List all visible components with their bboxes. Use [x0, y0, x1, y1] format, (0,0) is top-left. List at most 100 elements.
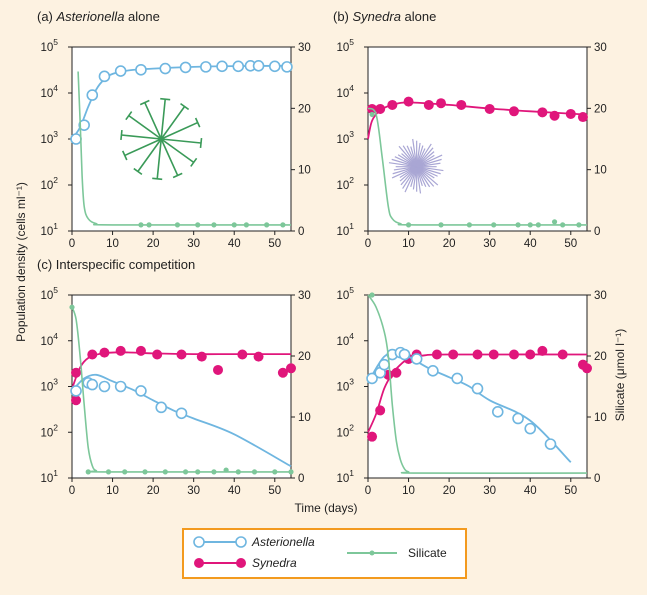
silicate-point — [231, 222, 237, 228]
synedra-point — [403, 96, 414, 107]
synedra-cell — [402, 166, 418, 189]
synedra-point — [375, 405, 386, 416]
synedra-point — [99, 347, 110, 358]
y-right-tick-label-c: 10 — [298, 412, 311, 424]
asterionella-point — [524, 422, 537, 435]
asterionella-point — [427, 365, 439, 377]
y-right-tick-label-c: 20 — [298, 351, 311, 363]
asterionella-point — [410, 353, 423, 365]
panel-title-suffix: Interspecific competition — [56, 257, 195, 272]
synedra-point — [375, 103, 386, 114]
synedra-point — [509, 106, 519, 117]
asterionella-point — [232, 60, 245, 73]
synedra-cell — [416, 166, 444, 172]
asterionella-point — [114, 380, 127, 393]
y-left-tick-label-c: 102 — [40, 422, 58, 439]
asterionella-cell — [161, 138, 202, 144]
x-tick-label-b: 50 — [564, 238, 577, 250]
synedra-point — [423, 99, 434, 110]
y-left-tick-exponent: 2 — [53, 175, 58, 185]
asterionella-cell — [156, 138, 163, 179]
panel-title-b: (b) Synedra alone — [333, 9, 436, 24]
silicate-curve-b — [367, 107, 588, 226]
synedra-point — [488, 349, 499, 360]
silicate-point — [272, 469, 278, 475]
x-tick-label-c: 10 — [106, 485, 119, 497]
x-tick-label-a: 40 — [228, 238, 241, 250]
y-left-tick-base: 10 — [336, 382, 349, 394]
asterionella-colony-icon — [120, 97, 203, 181]
y-right-tick-label-c: 30 — [298, 290, 311, 302]
panel-title-prefix: (b) — [333, 9, 353, 24]
asterionella-point — [114, 65, 127, 77]
legend-box — [182, 528, 467, 579]
x-tick-label-b: 30 — [483, 238, 496, 250]
y-left-tick-base: 10 — [336, 180, 349, 192]
silicate-point — [405, 222, 412, 228]
synedra-point — [582, 363, 592, 374]
asterionella-cell — [160, 138, 179, 176]
asterionella-point — [216, 60, 228, 73]
asterionella-point — [175, 407, 188, 420]
asterionella-cell-tip — [139, 99, 150, 106]
y-left-tick-exponent: 4 — [53, 331, 58, 341]
legend-synedra-label: Synedra — [252, 556, 297, 570]
y-left-tick-label-b: 102 — [336, 175, 354, 192]
synedra-point — [152, 349, 163, 360]
synedra-point — [71, 395, 82, 406]
synedra-point — [472, 349, 483, 360]
y-left-tick-base: 10 — [336, 290, 349, 302]
y-left-tick-exponent: 1 — [349, 468, 354, 478]
panel-title-species: Asterionella — [56, 9, 125, 24]
asterionella-cell-tip — [121, 150, 128, 161]
synedra-cell — [398, 145, 418, 168]
silicate-point — [146, 222, 152, 228]
asterionella-point — [70, 133, 82, 145]
silicate-point — [560, 222, 566, 228]
y-left-tick-exponent: 3 — [349, 377, 354, 387]
synedra-cell — [416, 158, 442, 168]
y-left-tick-label-a: 105 — [40, 37, 58, 54]
synedra-point — [509, 349, 519, 360]
synedra-point — [87, 349, 98, 360]
y-left-tick-exponent: 2 — [53, 422, 58, 432]
synedra-cell — [412, 138, 418, 167]
silicate-point — [142, 469, 148, 475]
asterionella-point — [252, 60, 265, 72]
panel-title-species: Synedra — [353, 9, 401, 24]
synedra-cell — [404, 166, 418, 193]
y-left-tick-base: 10 — [40, 42, 53, 54]
y-left-tick-label-b: 105 — [336, 37, 354, 54]
asterionella-cell-tip — [180, 102, 190, 111]
synedra-point — [237, 349, 248, 360]
asterionella-cell — [137, 138, 162, 172]
synedra-point — [537, 345, 548, 356]
silicate-point — [211, 222, 217, 228]
y-left-tick-label-d: 105 — [336, 285, 354, 302]
y-left-tick-label-c: 101 — [40, 468, 58, 485]
y-left-tick-label-d: 103 — [336, 377, 354, 394]
asterionella-cell — [144, 102, 162, 140]
y-right-tick-label-c: 0 — [298, 473, 304, 485]
asterionella-point — [78, 119, 90, 131]
silicate-point — [527, 222, 533, 228]
asterionella-point — [268, 60, 281, 73]
asterionella-point — [86, 89, 99, 101]
asterionella-cell-tip — [160, 97, 171, 101]
y-right-tick-label-a: 0 — [298, 226, 304, 238]
synedra-point — [484, 103, 495, 114]
x-tick-label-c: 40 — [228, 485, 241, 497]
asterionella-point — [135, 385, 147, 397]
silicate-point — [369, 292, 375, 298]
silicate-point — [223, 467, 229, 473]
asterionella-cell-tip — [125, 111, 133, 121]
y-left-tick-exponent: 1 — [349, 221, 354, 231]
asterionella-point — [98, 380, 111, 393]
silicate-curve-d — [367, 294, 588, 474]
legend: Asterionella Synedra Silicate — [182, 528, 467, 579]
y-left-tick-exponent: 5 — [349, 37, 354, 47]
y-left-tick-label-a: 103 — [40, 129, 58, 146]
y-left-tick-base: 10 — [336, 427, 349, 439]
